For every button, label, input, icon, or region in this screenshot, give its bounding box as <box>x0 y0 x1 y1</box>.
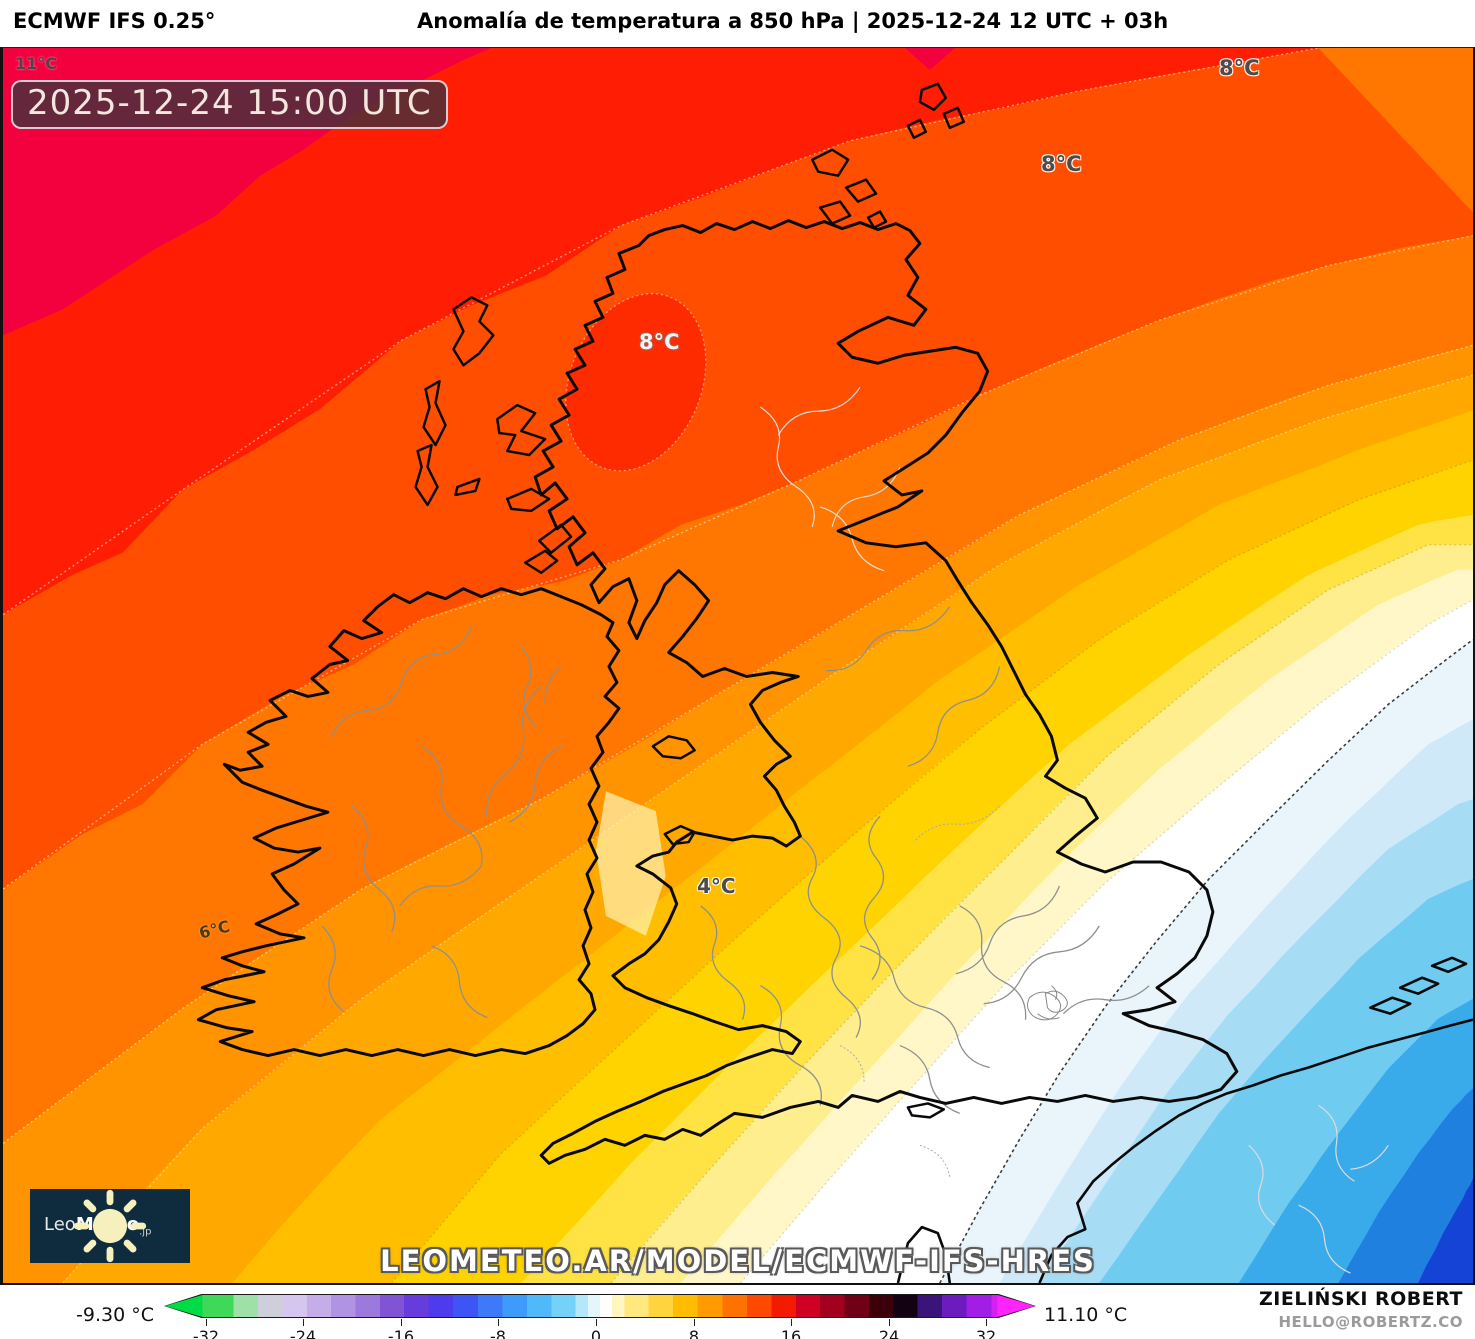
colorbar-min-value: -9.30 °C <box>76 1304 154 1326</box>
colorbar-tick <box>791 1319 792 1326</box>
london-boundary-cluster <box>1027 985 1068 1021</box>
logo-prefix: Leo <box>44 1214 76 1236</box>
coastline-ireland <box>196 587 621 1058</box>
leometeo-logo: LeoMeteo.jp <box>30 1189 190 1263</box>
scotland-red-anomaly-core <box>565 293 706 471</box>
colorbar-max-value: 11.10 °C <box>1044 1304 1128 1326</box>
colorbar-tick-label: -32 <box>192 1327 220 1339</box>
coastline-continent <box>896 956 1473 1283</box>
anomaly-label-8c-northeast: 8°C <box>1219 56 1260 80</box>
map-canvas <box>3 48 1473 1283</box>
colorbar-tick-label: 32 <box>975 1327 997 1339</box>
coastline-anglesey <box>663 824 696 846</box>
coastline-isle-of-man <box>651 735 696 760</box>
colorbar-gradient <box>165 1295 1035 1317</box>
colorbar-tick-label: 16 <box>780 1327 802 1339</box>
anomaly-label-8c-scotland: 8°C <box>639 330 680 354</box>
coastlines-orkney-shetland <box>811 82 965 229</box>
admin-boundaries-dotted <box>839 805 1000 1178</box>
colorbar-tick <box>694 1319 695 1326</box>
anomaly-label-11c: 11°C <box>15 54 58 73</box>
colorbar-tick <box>596 1319 597 1326</box>
colorbar-tick <box>401 1319 402 1326</box>
top-crimson-notch <box>904 48 955 70</box>
author-name: ZIELIŃSKI ROBERT <box>1259 1288 1463 1310</box>
timestamp-badge: 2025-12-24 15:00 UTC <box>11 80 448 129</box>
coastline-great-britain <box>533 219 1239 1165</box>
colorbar: -32 -24 -16 -8 0 8 16 24 32 <box>164 1294 1036 1339</box>
ne-corner-band <box>1318 48 1473 213</box>
colorbar-tick <box>889 1319 890 1326</box>
temperature-bands <box>3 48 1473 1283</box>
watermark-url: LEOMETEO.AR/MODEL/ECMWF-IFS-HRES <box>380 1244 1096 1278</box>
sun-icon <box>73 1189 147 1263</box>
coastlines <box>196 219 1239 1165</box>
zero-anomaly-line <box>939 638 1473 1283</box>
admin-boundaries-scotland <box>760 386 1389 1274</box>
colorbar-tick-label: 24 <box>878 1327 900 1339</box>
irish-sea-pale-patch <box>595 791 666 936</box>
colorbar-tick-label: 0 <box>590 1327 602 1339</box>
credit-block: ZIELIŃSKI ROBERT HELLO@ROBERTZ.CO <box>1259 1288 1463 1331</box>
coastline-isle-of-wight <box>906 1102 946 1119</box>
colorbar-tick <box>986 1319 987 1326</box>
colorbar-section: -9.30 °C -32 -24 -16 -8 0 8 16 24 32 11.… <box>0 1285 1475 1339</box>
colorbar-tick-label: -16 <box>387 1327 415 1339</box>
logo-tld: .jp <box>139 1226 152 1238</box>
weather-map: 11°C 2025-12-24 15:00 UTC 8°C 8°C 8°C 6°… <box>0 47 1475 1285</box>
colorbar-tick <box>498 1319 499 1326</box>
colorbar-tick-label: -8 <box>490 1327 506 1339</box>
page-title: Anomalía de temperatura a 850 hPa | 2025… <box>417 9 1169 33</box>
anomaly-label-8c-east: 8°C <box>1041 152 1082 176</box>
header: ECMWF IFS 0.25° Anomalía de temperatura … <box>0 0 1475 47</box>
colorbar-tick-label: -24 <box>289 1327 317 1339</box>
admin-boundaries <box>321 606 1150 1115</box>
model-label: ECMWF IFS 0.25° <box>13 9 216 33</box>
coastlines-hebrides <box>414 296 573 574</box>
colorbar-tick <box>206 1319 207 1326</box>
anomaly-label-4c-wales: 4°C <box>697 874 736 898</box>
colorbar-tick-label: 8 <box>688 1327 700 1339</box>
colorbar-tick <box>303 1319 304 1326</box>
author-email: HELLO@ROBERTZ.CO <box>1278 1313 1463 1331</box>
